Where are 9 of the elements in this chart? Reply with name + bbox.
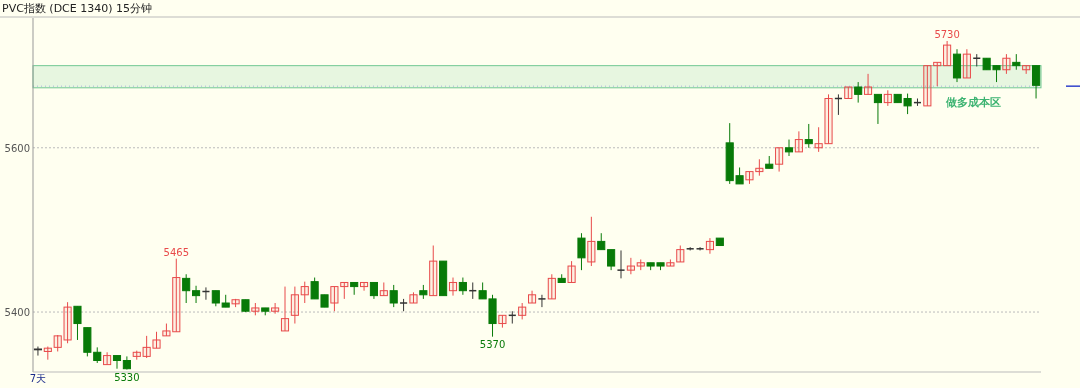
annotation: 5370 bbox=[479, 338, 506, 350]
x-tick-label: 7天 bbox=[29, 373, 47, 385]
y-tick-label: 5400 bbox=[4, 307, 30, 319]
band-label: 做多成本区 bbox=[945, 95, 1002, 109]
chart-title: PVC指数 (DCE 1340) 15分钟 bbox=[2, 2, 153, 15]
annotation: 5330 bbox=[114, 371, 140, 383]
y-tick-label: 5600 bbox=[4, 142, 30, 154]
annotation: 5465 bbox=[163, 246, 190, 258]
annotation: 5730 bbox=[934, 29, 960, 40]
